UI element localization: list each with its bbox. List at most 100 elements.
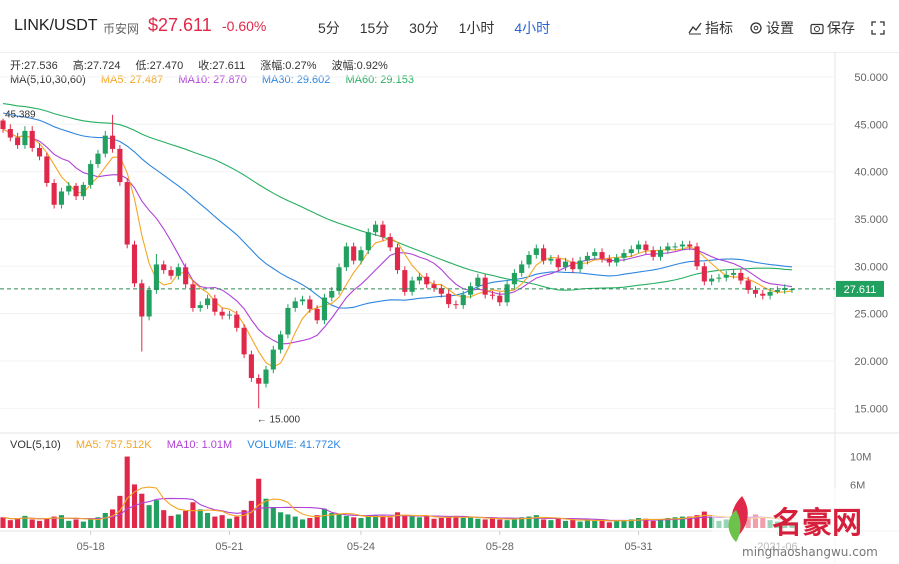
price-change: -0.60%	[222, 18, 267, 34]
candle-body	[365, 232, 371, 251]
volume-bar	[628, 519, 634, 528]
volume-bar	[409, 516, 415, 528]
candle-body	[723, 274, 729, 278]
volume-bar	[394, 512, 401, 528]
volume-bar	[124, 456, 130, 528]
candle-body	[226, 314, 233, 316]
tab-4h[interactable]: 4小时	[514, 20, 551, 36]
volume-bar	[438, 518, 444, 528]
candle-body	[599, 252, 605, 259]
volume-bar	[73, 519, 79, 528]
candle-body	[672, 246, 678, 248]
volume-bar	[58, 515, 65, 528]
price-tick-label: 20.000	[854, 356, 888, 368]
volume-bar	[643, 518, 649, 528]
candle-body	[584, 255, 591, 261]
candle-body	[460, 294, 466, 306]
volume-bar	[387, 517, 393, 528]
volume-bar	[482, 519, 488, 528]
indicator-icon	[688, 22, 702, 35]
candle-body	[248, 354, 254, 379]
save-button[interactable]: 保存	[810, 18, 855, 38]
tab-15m[interactable]: 15分	[359, 20, 390, 36]
candle-body	[285, 307, 291, 335]
candle-body	[701, 266, 707, 282]
volume-bar	[22, 515, 28, 528]
volume-bar	[248, 500, 254, 528]
volume-bar	[424, 515, 430, 528]
volume-bar	[44, 518, 50, 528]
volume-bar	[197, 509, 203, 528]
candle-body	[95, 153, 101, 165]
candle-body	[730, 272, 737, 275]
candle-body	[606, 258, 612, 263]
open-value: 开:27.536	[10, 60, 58, 72]
volume-bar	[467, 517, 474, 528]
candle-body	[124, 182, 130, 245]
candle-body	[263, 369, 269, 384]
candle-body	[44, 156, 50, 183]
candle-body	[102, 135, 108, 154]
volume-bar	[577, 521, 583, 528]
x-tick-label: 05-24	[347, 541, 375, 553]
vol-ma5-legend: MA5: 757.512K	[75, 439, 152, 451]
volume-bar	[373, 515, 379, 528]
candle-body	[592, 252, 598, 256]
price-tick-label: 15.000	[854, 403, 888, 415]
candle-body	[307, 299, 313, 309]
volume-bar	[497, 519, 503, 528]
settings-label: 设置	[766, 20, 794, 36]
volume-bar	[599, 519, 605, 528]
indicator-button[interactable]: 指标	[688, 18, 733, 38]
volume-bar	[314, 515, 320, 528]
candle-body	[15, 137, 21, 146]
price-tick-label: 50.000	[854, 72, 888, 84]
candle-body	[409, 280, 415, 292]
candle-body	[219, 311, 225, 316]
candle-body	[519, 264, 525, 273]
high-value: 高:27.724	[72, 60, 121, 72]
volume-bar	[336, 514, 342, 528]
candle-body	[760, 293, 766, 296]
candle-body	[475, 277, 481, 287]
volume-bar	[446, 516, 452, 528]
tab-1h[interactable]: 1小时	[458, 20, 495, 36]
candle-body	[51, 182, 57, 205]
volume-bar	[489, 518, 496, 528]
vol-label: VOL(5,10)	[10, 439, 61, 451]
settings-button[interactable]: 设置	[749, 18, 794, 38]
volume-bar	[555, 518, 561, 528]
volume-bar	[256, 478, 262, 528]
top-toolbar: LINK/USDT 币安网 $27.611 -0.60% 5分 15分 30分 …	[0, 0, 899, 53]
volume-bar	[95, 517, 101, 528]
candle-body	[687, 244, 693, 247]
candle-body	[738, 272, 744, 281]
volume-bar	[29, 519, 35, 528]
volume-bar	[541, 519, 547, 528]
x-tick-label: 05-28	[486, 541, 514, 553]
candle-body	[168, 270, 174, 276]
candle-body	[694, 246, 700, 267]
tab-5m[interactable]: 5分	[318, 20, 340, 36]
volume-bar	[263, 498, 269, 528]
fullscreen-icon	[871, 21, 885, 35]
volume-bar	[212, 516, 218, 528]
candle-body	[270, 349, 276, 370]
candle-body	[555, 258, 561, 268]
candle-body	[0, 120, 6, 130]
candle-body	[212, 298, 218, 312]
volume-bar	[321, 508, 328, 528]
volume-bar	[153, 500, 159, 528]
candle-body	[321, 297, 328, 321]
candle-body	[752, 289, 759, 294]
vol-current-legend: VOLUME: 41.772K	[247, 439, 341, 451]
candle-body	[416, 276, 422, 281]
candle-body	[657, 250, 664, 257]
candle-body	[636, 244, 642, 250]
fullscreen-button[interactable]	[871, 21, 885, 35]
volume-tick-label: 10M	[850, 452, 871, 464]
candle-body	[438, 288, 444, 294]
save-label: 保存	[827, 20, 855, 36]
tab-30m[interactable]: 30分	[409, 20, 439, 36]
